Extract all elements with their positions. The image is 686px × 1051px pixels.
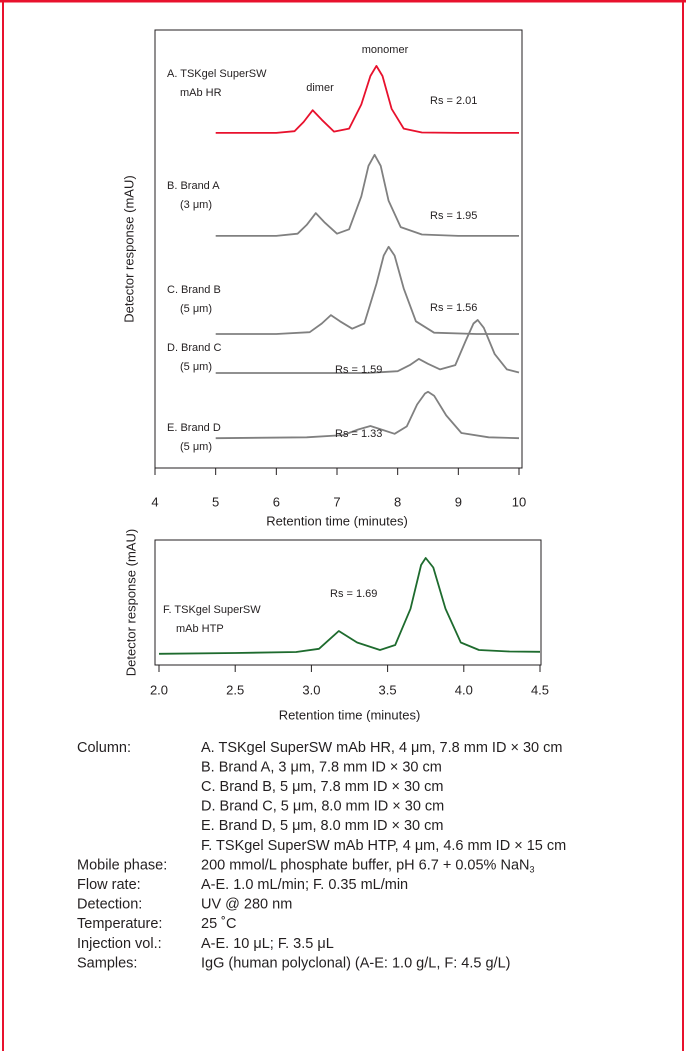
x-tick-label: 2.0 xyxy=(150,682,168,697)
resolution-label: Rs = 1.33 xyxy=(335,428,382,440)
trace-label: mAb HTP xyxy=(176,623,224,635)
trace-label: E. Brand D xyxy=(167,422,221,434)
plot-frame xyxy=(154,539,542,666)
x-tick-label: 10 xyxy=(512,494,526,509)
trace-label: mAb HR xyxy=(180,87,222,99)
condition-label: Detection: xyxy=(77,897,142,913)
subscript: 3 xyxy=(529,865,534,875)
trace xyxy=(158,557,541,655)
trace-label: A. TSKgel SuperSW xyxy=(167,68,267,80)
trace-label: C. Brand B xyxy=(167,284,221,296)
y-axis-label: Detector response (mAU) xyxy=(123,529,138,676)
x-tick-label: 8 xyxy=(394,494,401,509)
x-tick-label: 9 xyxy=(455,494,462,509)
condition-value: A-E. 1.0 mL/min; F. 0.35 mL/min xyxy=(201,877,408,893)
y-axis-label: Detector response (mAU) xyxy=(121,175,136,322)
x-tick-label: 4.0 xyxy=(455,682,473,697)
condition-value: B. Brand A, 3 μm, 7.8 mm ID × 30 cm xyxy=(201,759,442,775)
resolution-label: Rs = 1.95 xyxy=(430,210,477,222)
condition-label: Injection vol.: xyxy=(77,936,162,952)
condition-label: Temperature: xyxy=(77,916,162,932)
condition-label: Mobile phase: xyxy=(77,857,167,873)
condition-value: IgG (human polyclonal) (A-E: 1.0 g/L, F:… xyxy=(201,955,510,971)
trace-label: (5 μm) xyxy=(180,441,212,453)
condition-value: 25 ˚C xyxy=(201,916,236,932)
trace-label: (5 μm) xyxy=(180,303,212,315)
condition-value: UV @ 280 nm xyxy=(201,897,292,913)
condition-value: D. Brand C, 5 μm, 8.0 mm ID × 30 cm xyxy=(201,799,444,815)
resolution-label: Rs = 1.59 xyxy=(335,364,382,376)
trace xyxy=(215,65,519,134)
resolution-label: Rs = 2.01 xyxy=(430,95,477,107)
condition-value: A. TSKgel SuperSW mAb HR, 4 μm, 7.8 mm I… xyxy=(201,740,562,756)
trace xyxy=(215,319,520,374)
condition-value: 200 mmol/L phosphate buffer, pH 6.7 + 0.… xyxy=(201,857,535,875)
x-tick-label: 3.5 xyxy=(379,682,397,697)
x-tick-label: 5 xyxy=(212,494,219,509)
condition-label: Flow rate: xyxy=(77,877,141,893)
resolution-label: Rs = 1.69 xyxy=(330,588,377,600)
trace-label: (5 μm) xyxy=(180,361,212,373)
x-axis-label: Retention time (minutes) xyxy=(266,513,408,528)
trace xyxy=(215,390,520,440)
x-tick-label: 2.5 xyxy=(226,682,244,697)
annotation: dimer xyxy=(306,82,334,94)
condition-label: Samples: xyxy=(77,955,137,971)
trace-label: B. Brand A xyxy=(167,180,220,192)
condition-value: F. TSKgel SuperSW mAb HTP, 4 μm, 4.6 mm … xyxy=(201,838,566,854)
x-tick-label: 3.0 xyxy=(302,682,320,697)
plot-frame xyxy=(154,29,523,469)
condition-value: A-E. 10 μL; F. 3.5 μL xyxy=(201,936,334,952)
trace xyxy=(215,245,519,335)
x-tick-label: 4 xyxy=(151,494,158,509)
resolution-label: Rs = 1.56 xyxy=(430,302,477,314)
trace-label: D. Brand C xyxy=(167,342,221,354)
x-tick-label: 4.5 xyxy=(531,682,549,697)
x-tick-label: 6 xyxy=(273,494,280,509)
trace-label: F. TSKgel SuperSW xyxy=(163,604,261,616)
x-tick-label: 7 xyxy=(333,494,340,509)
x-axis-label: Retention time (minutes) xyxy=(279,707,421,722)
condition-text: 200 mmol/L phosphate buffer, pH 6.7 + 0.… xyxy=(201,857,529,873)
trace xyxy=(215,153,519,237)
annotation: monomer xyxy=(362,44,409,56)
condition-value: E. Brand D, 5 μm, 8.0 mm ID × 30 cm xyxy=(201,818,443,834)
trace-label: (3 μm) xyxy=(180,199,212,211)
condition-label: Column: xyxy=(77,740,131,756)
condition-value: C. Brand B, 5 μm, 7.8 mm ID × 30 cm xyxy=(201,779,443,795)
